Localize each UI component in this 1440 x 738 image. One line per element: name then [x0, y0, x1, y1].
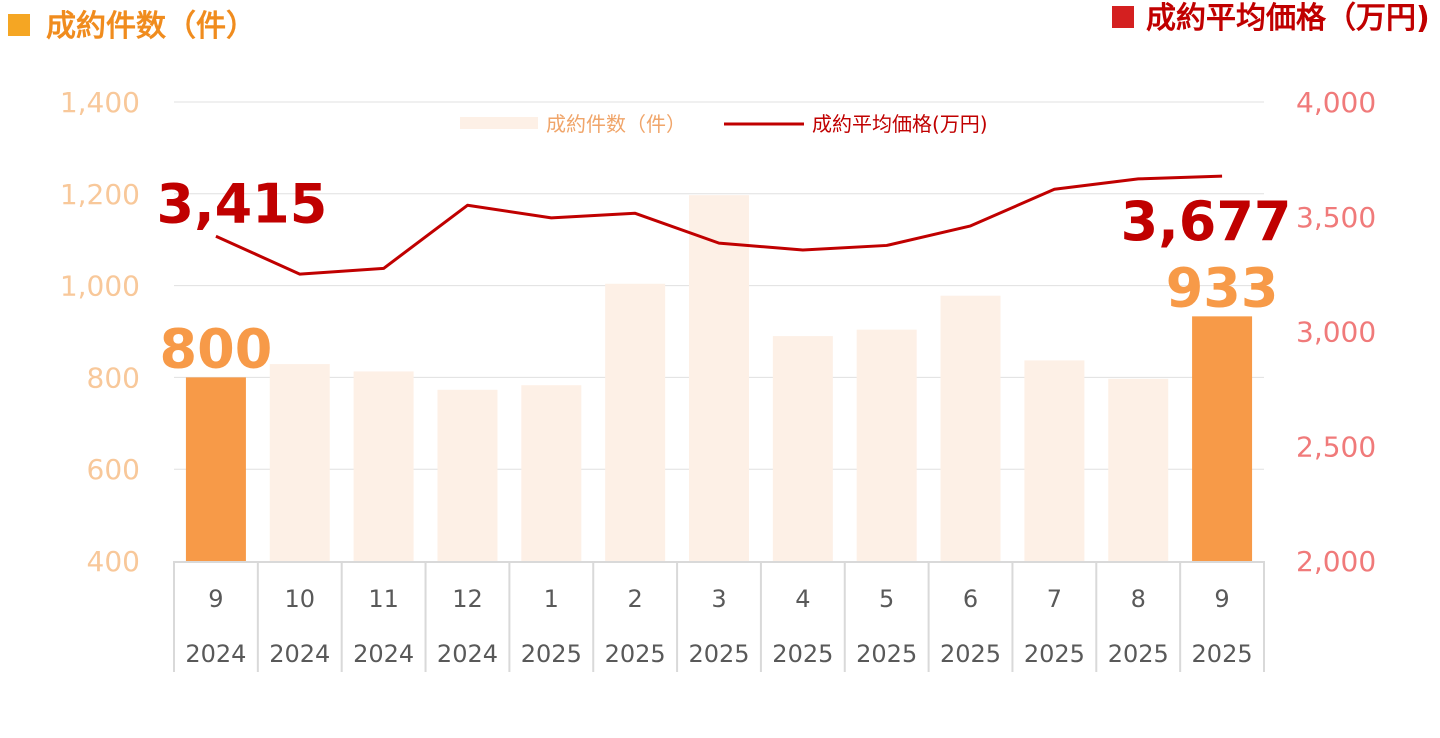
right-tick-label: 4,000	[1296, 86, 1376, 119]
category-month-label: 2	[628, 585, 643, 613]
legend-bar-swatch	[460, 117, 538, 129]
category-year-label: 2025	[1192, 640, 1253, 668]
category-year-label: 2025	[1024, 640, 1085, 668]
data-label-bar-12: 933	[1166, 256, 1279, 319]
category-month-label: 7	[1047, 585, 1062, 613]
data-label-line-0: 3,415	[157, 172, 328, 235]
left-tick-label: 1,400	[60, 86, 140, 119]
legend: 成約件数（件） 成約平均価格(万円)	[460, 112, 988, 136]
bar-10	[1024, 360, 1085, 561]
bar-3	[437, 389, 498, 561]
bar-1	[269, 364, 330, 561]
data-label-line-12: 3,677	[1121, 190, 1292, 253]
category-year-label: 2024	[353, 640, 414, 668]
right-tick-label: 2,500	[1296, 430, 1376, 463]
category-month-label: 6	[963, 585, 978, 613]
category-month-label: 12	[452, 585, 483, 613]
category-year-label: 2025	[940, 640, 1001, 668]
bars	[185, 195, 1253, 561]
category-year-label: 2025	[856, 640, 917, 668]
category-month-label: 11	[368, 585, 399, 613]
left-tick-label: 1,000	[60, 270, 140, 303]
left-tick-label: 1,200	[60, 178, 140, 211]
category-year-label: 2025	[1108, 640, 1169, 668]
right-tick-label: 3,500	[1296, 201, 1376, 234]
category-month-label: 3	[711, 585, 726, 613]
bar-9	[940, 295, 1001, 561]
right-tick-label: 3,000	[1296, 316, 1376, 349]
bar-6	[689, 195, 749, 561]
category-year-label: 2024	[185, 640, 246, 668]
category-year-label: 2025	[605, 640, 666, 668]
category-month-label: 9	[208, 585, 223, 613]
bar-2	[353, 371, 414, 561]
category-year-label: 2025	[688, 640, 749, 668]
category-year-label: 2025	[772, 640, 833, 668]
bar-12	[1192, 316, 1253, 561]
category-month-label: 10	[284, 585, 315, 613]
category-month-label: 4	[795, 585, 810, 613]
category-year-label: 2025	[521, 640, 582, 668]
legend-bar-label: 成約件数（件）	[546, 112, 686, 136]
bar-5	[605, 283, 666, 561]
bar-0	[185, 377, 246, 561]
bar-7	[772, 336, 833, 561]
legend-line-label: 成約平均価格(万円)	[812, 112, 988, 136]
category-month-label: 9	[1214, 585, 1229, 613]
price-line-path	[215, 174, 1223, 276]
category-year-label: 2024	[269, 640, 330, 668]
right-tick-label: 2,000	[1296, 545, 1376, 578]
left-tick-label: 400	[87, 545, 140, 578]
category-month-label: 1	[544, 585, 559, 613]
bar-8	[856, 329, 917, 561]
data-label-bar-0: 800	[160, 317, 273, 380]
right-axis: 2,000 2,500 3,000 3,500 4,000	[1296, 86, 1376, 578]
bar-4	[521, 385, 582, 561]
category-month-label: 5	[879, 585, 894, 613]
category-month-label: 8	[1131, 585, 1146, 613]
left-tick-label: 600	[87, 453, 140, 486]
bar-11	[1108, 378, 1169, 561]
right-header-title: 成約平均価格（万円)	[1146, 1, 1430, 36]
category-year-label: 2024	[437, 640, 498, 668]
price-line	[215, 174, 1223, 276]
right-header-square	[1112, 6, 1134, 28]
left-tick-label: 800	[87, 361, 140, 394]
left-axis: 400 600 800 1,000 1,200 1,400	[60, 86, 140, 578]
left-header-title: 成約件数（件）	[46, 9, 256, 44]
category-axis: 9 2024 10 2024 11 2024 12 2024 1 2025 2 2025 3 2025 4 2…	[173, 561, 1265, 672]
left-header-square	[8, 14, 30, 36]
